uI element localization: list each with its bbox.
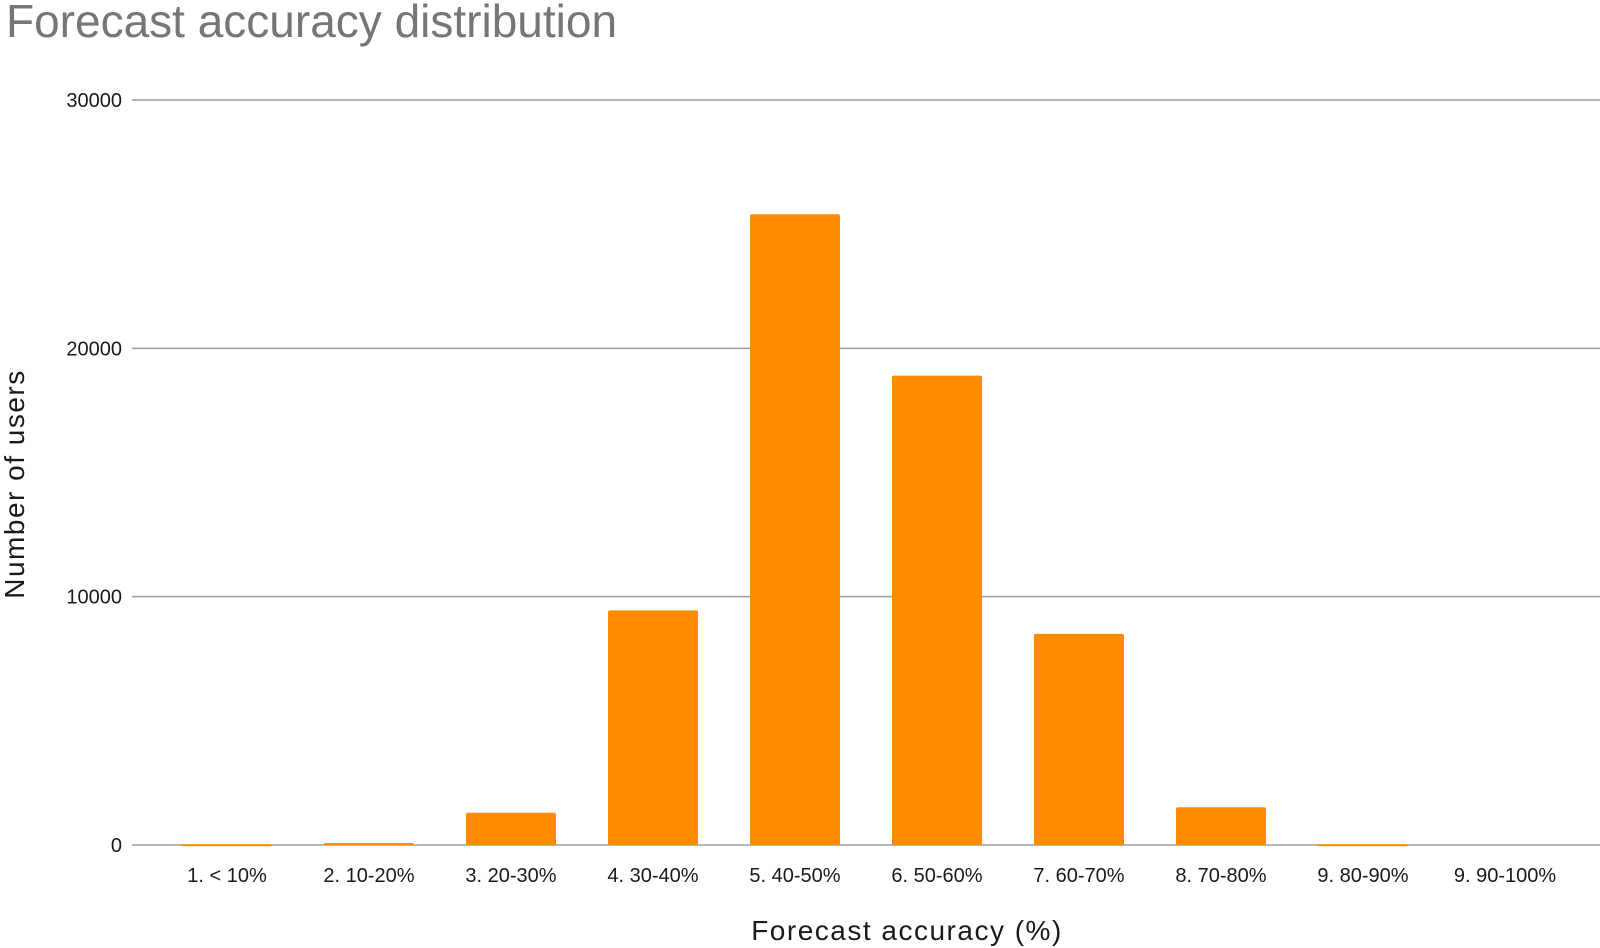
y-tick-label: 10000 <box>66 587 122 609</box>
x-axis-ticks: 1. < 10% 2. 10-20% 3. 20-30% 4. 30-40% 5. 40… <box>187 865 1556 887</box>
x-tick-label: 5. 40-50% <box>749 865 840 887</box>
chart-title: Forecast accuracy distribution <box>6 0 618 47</box>
bar <box>892 375 982 845</box>
x-tick-label: 2. 10-20% <box>323 865 414 887</box>
x-axis-label: Forecast accuracy (%) <box>751 915 1063 946</box>
y-tick-label: 20000 <box>66 338 122 360</box>
bar <box>182 844 272 847</box>
y-axis-label: Number of users <box>0 369 30 598</box>
y-tick-label: 0 <box>111 835 122 857</box>
x-tick-label: 7. 60-70% <box>1033 865 1124 887</box>
y-tick-label: 30000 <box>66 90 122 112</box>
bar <box>750 214 840 845</box>
x-tick-label: 4. 30-40% <box>607 865 698 887</box>
x-tick-label: 1. < 10% <box>187 865 267 887</box>
y-axis-ticks: 0 10000 20000 30000 <box>66 90 122 857</box>
x-tick-label: 9. 80-90% <box>1317 865 1408 887</box>
bar <box>608 610 698 845</box>
bars <box>182 214 1408 847</box>
bar <box>324 843 414 846</box>
gridlines <box>132 99 1600 846</box>
x-tick-label: 9. 90-100% <box>1454 865 1557 887</box>
bar <box>1034 633 1124 845</box>
x-tick-label: 6. 50-60% <box>891 865 982 887</box>
bar <box>1176 807 1266 845</box>
x-tick-label: 8. 70-80% <box>1175 865 1266 887</box>
bar <box>466 812 556 845</box>
bar <box>1318 844 1408 847</box>
x-tick-label: 3. 20-30% <box>465 865 556 887</box>
